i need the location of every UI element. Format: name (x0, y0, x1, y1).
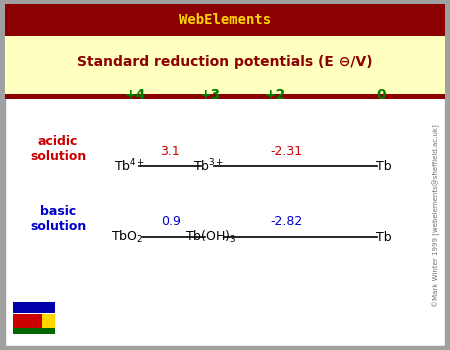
Text: Tb(OH)$_3$: Tb(OH)$_3$ (185, 229, 236, 245)
Text: acidic
solution: acidic solution (30, 135, 86, 163)
Bar (5, 94, 445, 99)
Bar (5, 36, 445, 96)
Bar (14, 302, 55, 313)
Text: +3: +3 (199, 88, 220, 102)
Text: +4: +4 (124, 88, 146, 102)
Bar (5, 4, 445, 36)
Bar (42, 314, 55, 328)
Text: -2.82: -2.82 (270, 215, 302, 228)
Text: Standard reduction potentials (E ⊖/V): Standard reduction potentials (E ⊖/V) (77, 55, 373, 69)
Text: 0.9: 0.9 (162, 215, 181, 228)
Text: Tb$^{3+}$: Tb$^{3+}$ (193, 158, 224, 175)
Text: WebElements: WebElements (179, 13, 271, 27)
Text: ©Mark Winter 1999 [webelements@sheffield.ac.uk]: ©Mark Winter 1999 [webelements@sheffield… (433, 125, 441, 307)
Bar (14, 314, 42, 328)
Text: TbO$_2$: TbO$_2$ (112, 229, 144, 245)
Text: Tb$^{4+}$: Tb$^{4+}$ (114, 158, 145, 175)
Text: Tb: Tb (376, 160, 392, 173)
Text: -2.31: -2.31 (270, 145, 302, 158)
Text: 3.1: 3.1 (160, 145, 180, 158)
Bar (14, 328, 55, 334)
Text: 0: 0 (376, 88, 386, 102)
Text: +2: +2 (265, 88, 286, 102)
Text: basic
solution: basic solution (30, 205, 86, 233)
Text: Tb: Tb (376, 231, 392, 244)
